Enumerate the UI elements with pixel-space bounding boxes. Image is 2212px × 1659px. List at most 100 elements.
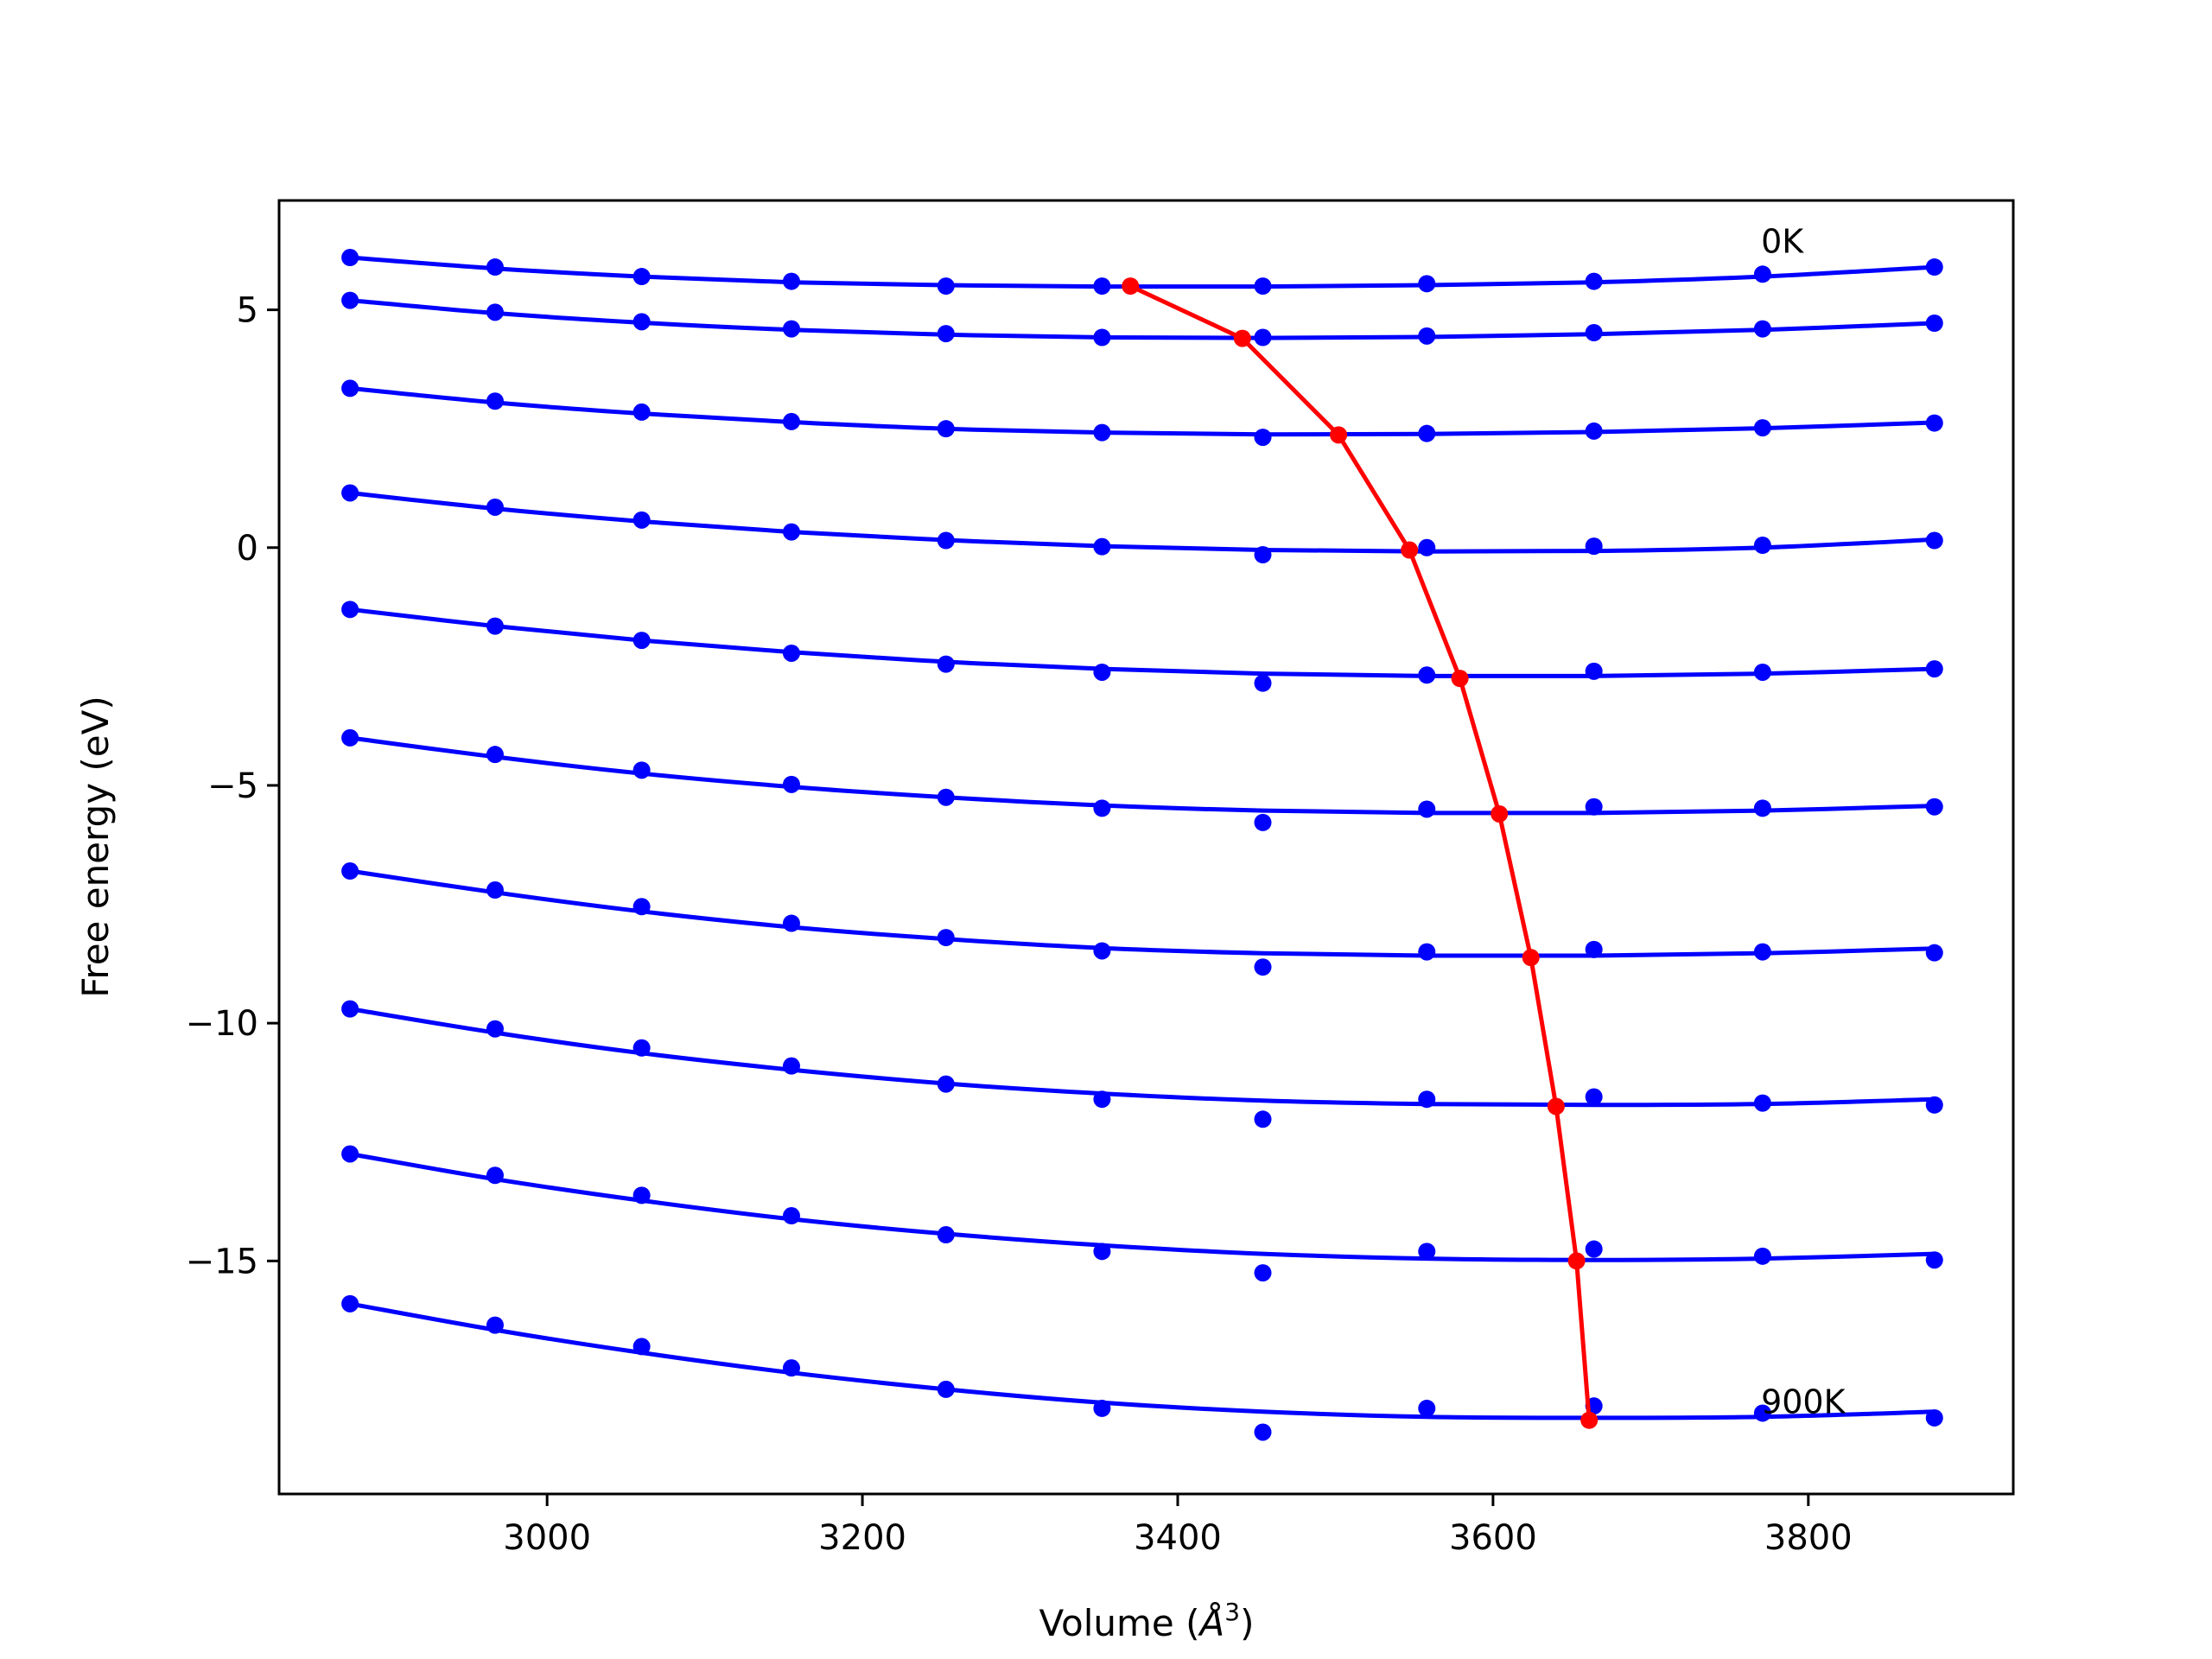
data-point <box>1254 277 1272 296</box>
data-point <box>1753 663 1771 681</box>
data-point <box>1925 414 1943 432</box>
data-point <box>1753 943 1771 961</box>
data-point <box>937 531 955 550</box>
data-point <box>937 420 955 438</box>
data-point <box>1254 674 1272 692</box>
data-point <box>1418 800 1436 818</box>
data-point <box>1093 423 1111 442</box>
minimum-point <box>1401 541 1419 559</box>
data-point <box>1418 1243 1436 1261</box>
data-point <box>782 412 800 430</box>
data-point <box>937 1226 955 1244</box>
x-axis-label: Volume (Å3) <box>1039 1598 1255 1644</box>
data-point <box>1925 1251 1943 1269</box>
data-point <box>782 1207 800 1225</box>
data-point <box>486 258 504 276</box>
data-point <box>782 644 800 662</box>
minimum-point <box>1451 670 1469 688</box>
data-point <box>341 1294 359 1313</box>
data-point <box>1753 1247 1771 1265</box>
data-point <box>632 268 651 286</box>
data-point <box>632 898 651 916</box>
data-point <box>1418 275 1436 293</box>
data-point <box>486 1166 504 1185</box>
data-point <box>486 392 504 410</box>
data-point <box>1254 813 1272 831</box>
data-point <box>486 617 504 635</box>
data-point <box>1753 1094 1771 1112</box>
data-point <box>1418 327 1436 345</box>
data-point <box>1925 1408 1943 1427</box>
x-tick-label: 3000 <box>503 1518 591 1558</box>
data-point <box>486 1020 504 1038</box>
data-point <box>1254 1264 1272 1282</box>
data-point <box>632 403 651 421</box>
data-point <box>1753 1404 1771 1422</box>
y-axis-ticks: 5 0 −5 −10 −15 <box>186 291 279 1281</box>
data-point <box>341 484 359 502</box>
data-point <box>341 249 359 267</box>
data-point <box>1925 944 1943 962</box>
y-tick-label: 0 <box>237 529 258 569</box>
data-point <box>1093 1090 1111 1109</box>
data-point <box>1585 1088 1603 1106</box>
data-point <box>1254 546 1272 564</box>
data-point <box>1925 798 1943 816</box>
minimum-point <box>1580 1411 1599 1429</box>
data-point <box>1753 799 1771 817</box>
data-point <box>937 929 955 947</box>
data-point <box>632 1338 651 1356</box>
data-point <box>1093 1399 1111 1417</box>
data-point <box>1925 531 1943 550</box>
data-point <box>937 1380 955 1398</box>
data-point <box>486 303 504 321</box>
minima-line <box>1129 283 1592 1421</box>
data-point <box>1585 324 1603 342</box>
data-point <box>486 746 504 764</box>
x-tick-label: 3600 <box>1449 1518 1537 1558</box>
data-point <box>782 320 800 338</box>
data-point <box>1418 666 1436 684</box>
data-point <box>1585 798 1603 816</box>
data-point <box>1585 1240 1603 1258</box>
data-point <box>937 277 955 296</box>
temperature-label: 900K <box>1761 1382 1847 1421</box>
data-point <box>632 313 651 331</box>
data-point <box>341 601 359 619</box>
data-point <box>1093 942 1111 960</box>
data-point <box>486 498 504 516</box>
data-point <box>782 775 800 793</box>
annotations: 0K 900K <box>1761 223 1847 1421</box>
data-point <box>1753 537 1771 555</box>
data-point <box>1254 958 1272 976</box>
data-point <box>1418 1090 1436 1109</box>
y-tick-label: 5 <box>237 291 258 331</box>
data-point <box>1093 799 1111 817</box>
y-tick-label: −15 <box>186 1242 258 1281</box>
data-point <box>1093 1243 1111 1261</box>
data-point <box>341 728 359 747</box>
minimum-point <box>1491 804 1509 823</box>
data-point <box>1418 538 1436 556</box>
data-point <box>486 881 504 899</box>
data-point <box>1254 1423 1272 1441</box>
y-tick-label: −10 <box>186 1004 258 1044</box>
data-point <box>341 1000 359 1018</box>
y-tick-label: −5 <box>207 766 258 806</box>
data-point <box>782 914 800 932</box>
data-point <box>1418 943 1436 961</box>
data-point <box>1254 1110 1272 1128</box>
data-point <box>341 862 359 880</box>
data-point <box>1585 537 1603 556</box>
minimum-point <box>1547 1097 1565 1116</box>
plot-frame <box>277 199 2015 1496</box>
x-tick-label: 3800 <box>1764 1518 1853 1558</box>
minimum-point <box>1122 277 1140 296</box>
data-point <box>1093 328 1111 346</box>
data-point <box>1925 258 1943 276</box>
data-point <box>1753 265 1771 283</box>
data-point <box>341 379 359 397</box>
data-point <box>782 1057 800 1075</box>
